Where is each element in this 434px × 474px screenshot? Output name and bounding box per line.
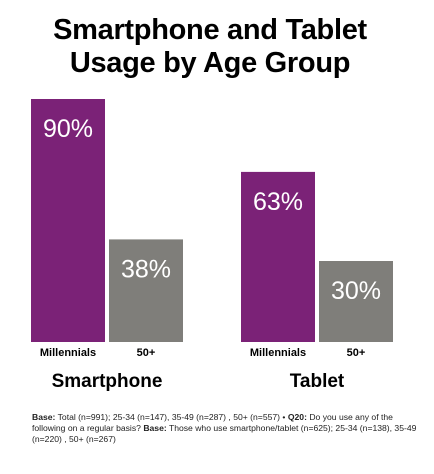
data-label-smartphone-millennials: 90%: [43, 115, 93, 143]
footnote-base2-text: Those who use smartphone/tablet (n=625);…: [32, 423, 417, 444]
chart-title-line-1: Smartphone and Tablet: [53, 14, 367, 46]
category-label-tablet-fifty-plus: 50+: [347, 347, 366, 359]
bar-tablet-millennials: [241, 171, 315, 342]
category-label-smartphone-millennials: Millennials: [40, 347, 96, 359]
footnote-question-text: Do you use any of the following on a reg…: [32, 412, 393, 433]
data-label-tablet-fifty-plus: 30%: [331, 277, 381, 305]
footnote: Base: Total (n=991); 25-34 (n=147), 35-4…: [32, 412, 422, 445]
footnote-base-label: Base:: [32, 412, 56, 422]
footnote-question-label: Q20:: [287, 412, 307, 422]
group-label-tablet: Tablet: [290, 371, 345, 392]
bar-smartphone-fifty-plus: [109, 239, 183, 342]
group-label-smartphone: Smartphone: [52, 371, 163, 392]
category-label-smartphone-fifty-plus: 50+: [137, 347, 156, 359]
chart-title-line-2: Usage by Age Group: [69, 47, 351, 79]
data-label-tablet-millennials: 63%: [253, 188, 303, 216]
bar-tablet-fifty-plus: [319, 261, 393, 342]
bar-smartphone-millennials: [31, 99, 105, 342]
footnote-base-text: Total (n=991); 25-34 (n=147), 35-49 (n=2…: [55, 412, 288, 422]
chart-title: Smartphone and Tablet Usage by Age Group: [0, 14, 420, 80]
category-label-tablet-millennials: Millennials: [250, 347, 306, 359]
footnote-base2-label: Base:: [143, 423, 167, 433]
data-label-smartphone-fifty-plus: 38%: [121, 255, 171, 283]
